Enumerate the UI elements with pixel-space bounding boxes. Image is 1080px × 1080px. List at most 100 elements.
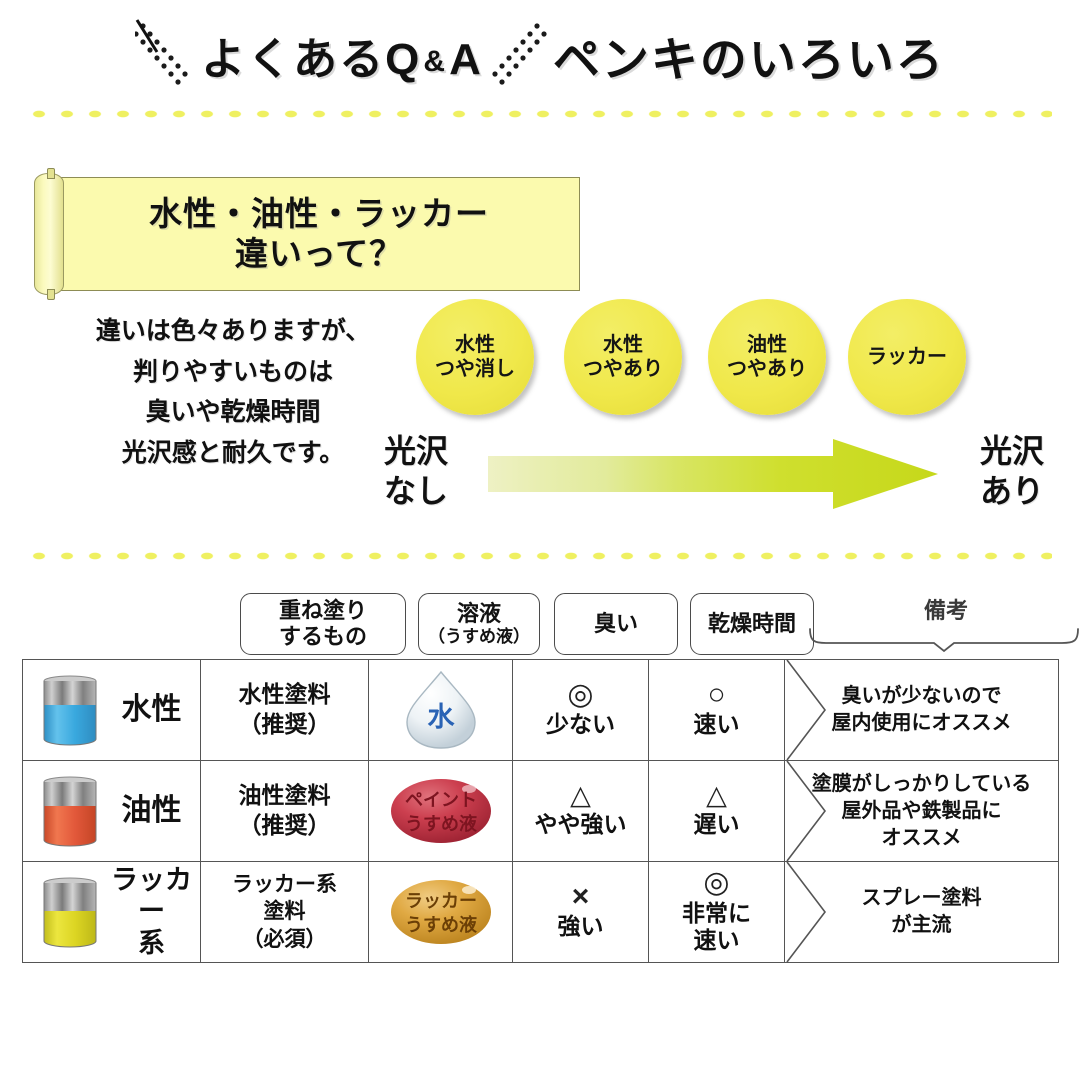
overcoat-3-line2: 塗料	[263, 900, 306, 924]
kind-label-1: 水性	[121, 692, 182, 726]
cell-overcoat-2: 油性塗料 （推奨）	[200, 760, 369, 862]
title-qa-q: Q	[385, 35, 422, 84]
dotted-slash-left-icon	[135, 19, 188, 85]
smell-mark-1: ◎	[567, 677, 594, 711]
cell-solution-2: ペイント うすめ液	[368, 760, 513, 862]
note-3-line2: が主流	[891, 914, 952, 936]
gloss-circle-4-top: ラッカー	[867, 345, 947, 368]
note-chevron-2-icon	[786, 761, 827, 861]
smell-label-1: 少ない	[546, 711, 615, 738]
description-line-2: 判りやすいものは	[132, 357, 333, 386]
overcoat-3-line3: （必須）	[242, 927, 327, 951]
cell-smell-3: × 強い	[512, 861, 649, 963]
cell-dry-3: ◎ 非常に 速い	[648, 861, 785, 963]
header-overcoat-line2: するもの	[278, 624, 367, 649]
page-header: よくあるQ&A ペンキのいろいろ	[0, 0, 1080, 105]
remarks-brace-icon	[809, 628, 1079, 653]
solution-3-line1: ラッカー	[405, 891, 477, 911]
header-chip-solution: 溶液 （うすめ液）	[418, 593, 540, 655]
overcoat-3-line1: ラッカー系	[232, 873, 337, 897]
dry-label-1: 速い	[693, 711, 740, 738]
cell-dry-2: △ 遅い	[648, 760, 785, 862]
page-title-topic: ペンキのいろいろ	[552, 32, 945, 86]
gloss-label-left-1: 光沢	[384, 433, 449, 469]
dry-label-2: 遅い	[693, 811, 740, 838]
gloss-circle-1-bottom: つや消し	[435, 358, 515, 380]
scroll-banner: 水性・油性・ラッカー 違いって？	[34, 168, 582, 300]
scroll-roller	[34, 168, 64, 300]
solution-droplet-water-icon: 水	[405, 670, 476, 749]
gloss-circle-3-top: 油性	[747, 333, 787, 356]
note-2-line2: 屋外品や鉄製品に	[841, 799, 1002, 822]
page-title-qa: よくあるQ&A	[201, 23, 483, 87]
note-2-line3: オススメ	[881, 826, 962, 849]
gloss-circle-2-bottom: つやあり	[583, 358, 663, 380]
dry-mark-1: ○	[707, 677, 726, 711]
header-smell: 臭い	[593, 610, 638, 636]
overcoat-2-line1: 油性塗料	[238, 782, 331, 809]
banner-line-2: 違いって？	[234, 235, 404, 272]
cell-overcoat-1: 水性塗料 （推奨）	[200, 659, 369, 761]
gloss-circle-2: 水性 つやあり	[564, 299, 682, 415]
description-line-1: 違いは色々ありますが、	[95, 317, 371, 345]
note-2-line1: 塗膜がしっかりしている	[811, 772, 1032, 795]
cell-kind-1: 水性	[22, 659, 201, 761]
note-3-line1: スプレー塗料	[861, 887, 982, 909]
header-remarks-label: 備考	[923, 598, 968, 623]
solution-droplet-paint-thinner-icon: ペイント うすめ液	[390, 779, 491, 843]
header-overcoat-line1: 重ね塗り	[278, 597, 367, 623]
gloss-label-right-1: 光沢	[979, 433, 1044, 469]
note-chevron-3-icon	[786, 862, 827, 962]
cell-dry-1: ○ 速い	[648, 659, 785, 761]
cell-overcoat-3: ラッカー系 塗料 （必須）	[200, 861, 369, 963]
header-chip-overcoat: 重ね塗り するもの	[240, 593, 406, 655]
header-chip-smell: 臭い	[554, 593, 678, 655]
gloss-circle-1: 水性 つや消し	[416, 299, 534, 415]
description-line-4: 光沢感と耐久です。	[121, 438, 345, 467]
scroll-knob-top	[47, 168, 55, 179]
smell-label-3: 強い	[557, 913, 604, 940]
banner-line-1: 水性・油性・ラッカー	[149, 194, 489, 232]
cell-solution-3: ラッカー うすめ液	[368, 861, 513, 963]
title-qa-kana: よくある	[201, 35, 386, 84]
note-chevron-1-icon	[786, 660, 827, 760]
kind-label-3-line2: 系	[138, 927, 165, 958]
cell-smell-1: ◎ 少ない	[512, 659, 649, 761]
dotted-slash-middle-icon	[492, 23, 547, 85]
table-row: ラッカー 系 ラッカー系 塗料 （必須）	[22, 861, 1059, 963]
dotted-divider-top	[28, 107, 1052, 121]
note-1-line2: 屋内使用にオススメ	[831, 712, 1012, 734]
cell-kind-3: ラッカー 系	[22, 861, 201, 963]
description-block: 違いは色々ありますが、 判りやすいものは 臭いや乾燥時間 光沢感と耐久です。	[78, 311, 388, 473]
table-row: 油性 油性塗料 （推奨）	[22, 760, 1059, 862]
paint-can-oil-icon	[43, 776, 97, 847]
table-column-headers: 重ね塗り するもの 溶液 （うすめ液） 臭い 乾燥時間 備考	[22, 593, 1079, 659]
gloss-gradient-arrow-icon	[488, 439, 938, 509]
overcoat-1-line2: （推奨）	[238, 711, 331, 737]
title-qa-a: A	[449, 35, 483, 84]
gloss-arrow-row: 光沢 なし 光沢 あり	[384, 427, 1044, 522]
title-qa-amp: &	[423, 45, 448, 78]
gloss-circle-2-top: 水性	[603, 333, 643, 356]
cell-note-1: 臭いが少ないので 屋内使用にオススメ	[784, 659, 1059, 761]
gloss-label-left-2: なし	[384, 473, 449, 509]
smell-mark-2: △	[570, 780, 591, 811]
overcoat-1-line1: 水性塗料	[238, 681, 331, 708]
header-inner: よくあるQ&A ペンキのいろいろ	[0, 18, 1080, 92]
cell-note-3: スプレー塗料 が主流	[784, 861, 1059, 963]
table-row: 水性 水性塗料 （推奨）	[22, 659, 1059, 761]
gloss-label-right-2: あり	[979, 473, 1044, 509]
paint-comparison-table: 水性 水性塗料 （推奨）	[22, 659, 1059, 963]
comparison-table-section: 重ね塗り するもの 溶液 （うすめ液） 臭い 乾燥時間 備考	[0, 593, 1080, 963]
dotted-divider-middle	[28, 549, 1052, 563]
dry-mark-3: ◎	[703, 866, 730, 900]
scroll-paper: 水性・油性・ラッカー 違いって？	[58, 177, 580, 291]
cell-note-2: 塗膜がしっかりしている 屋外品や鉄製品に オススメ	[784, 760, 1059, 862]
dry-mark-2: △	[706, 780, 727, 811]
kind-label-3-line1: ラッカー	[111, 865, 192, 927]
smell-mark-3: ×	[571, 879, 590, 913]
scroll-knob-bottom	[47, 289, 55, 300]
gloss-circle-3: 油性 つやあり	[708, 299, 826, 415]
smell-label-2: やや強い	[534, 811, 627, 838]
solution-2-line1: ペイント	[405, 790, 477, 810]
